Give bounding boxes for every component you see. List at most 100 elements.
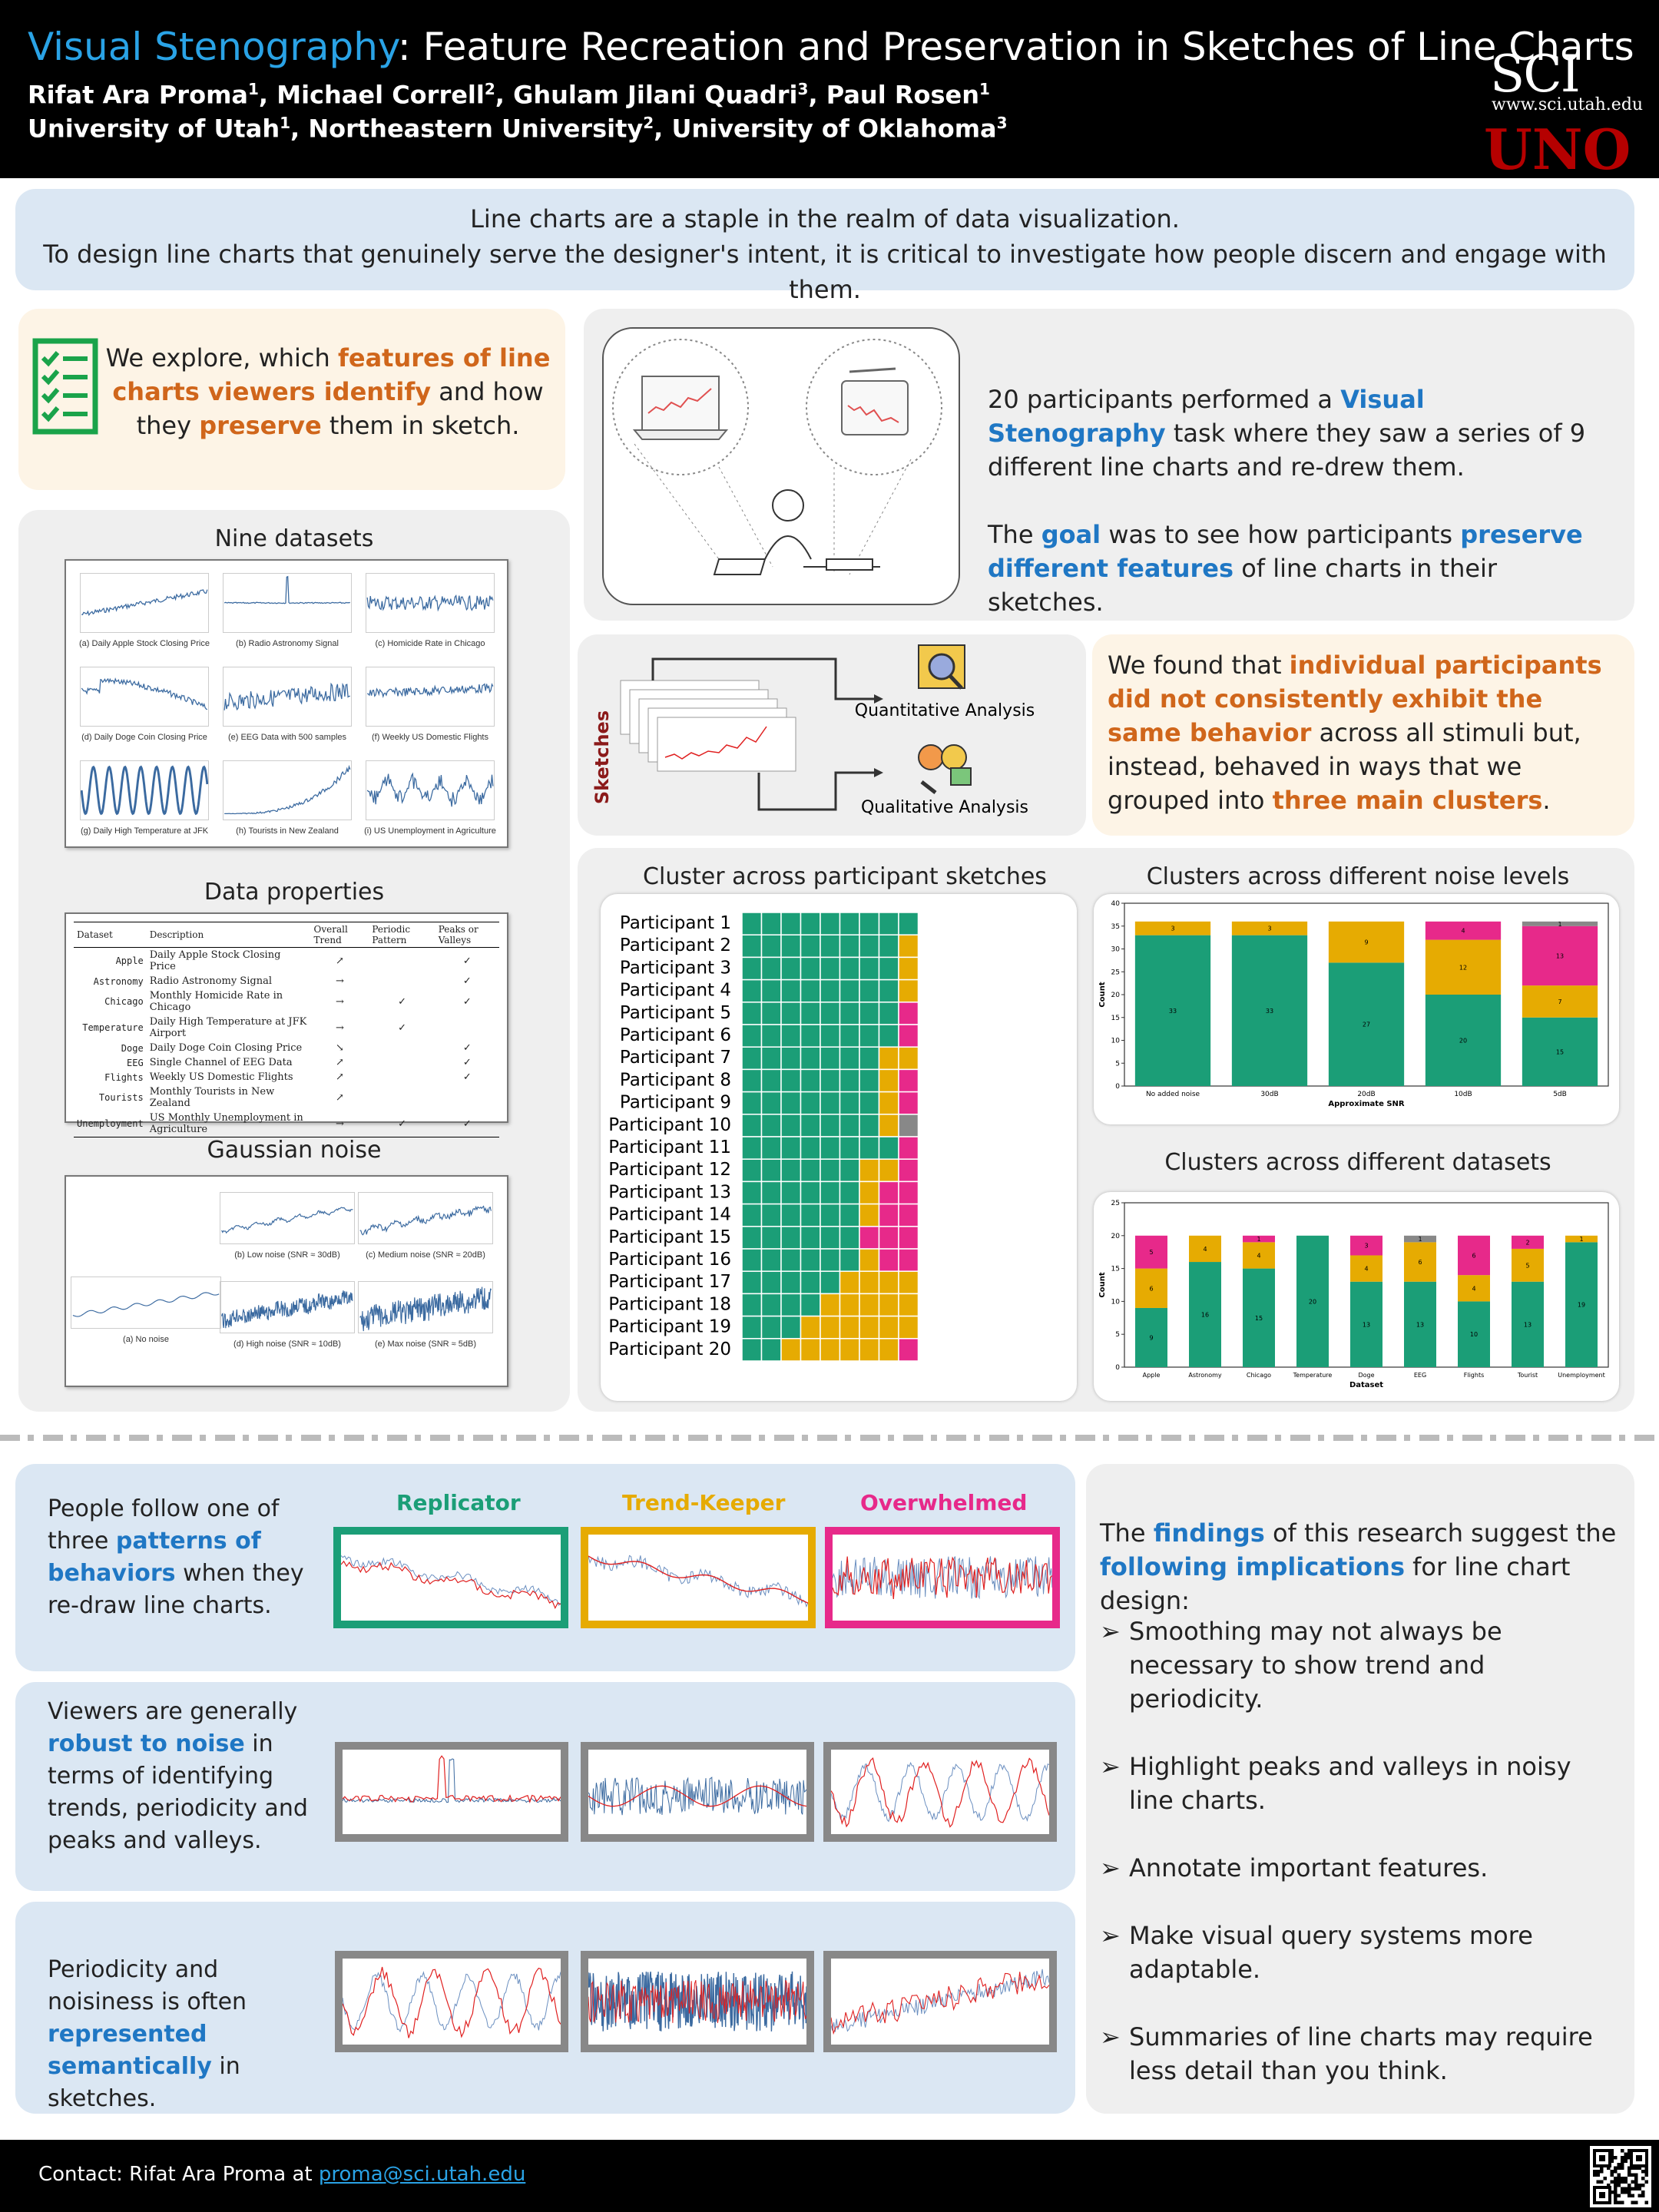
heatmap-cell: [878, 912, 899, 935]
x-tick-label: Chicago: [1247, 1372, 1271, 1379]
table-cell: Daily High Temperature at JFK Airport: [149, 1016, 307, 1039]
dataset-thumbnail: [366, 667, 495, 727]
bar-value-label: 33: [1169, 1008, 1177, 1015]
bar-segment: [1522, 1017, 1598, 1086]
bar-segment: [1458, 1301, 1490, 1367]
heatmap-cell: [780, 1248, 802, 1272]
noise-caption: (b) Low noise (SNR ≈ 30dB): [234, 1250, 340, 1260]
heatmap-cell: [820, 912, 841, 935]
qualitative-analysis-label: Qualitative Analysis: [861, 798, 1028, 817]
heatmap-row-label: Participant 15: [608, 1227, 731, 1247]
bar-value-label: 1: [1558, 921, 1561, 928]
heatmap-cell: [741, 1270, 763, 1295]
qualitative-analysis-icon: [918, 744, 972, 794]
bar-value-label: 7: [1558, 998, 1561, 1005]
heatmap-cell: [800, 1226, 821, 1250]
heatmap-cell: [800, 1315, 821, 1339]
bar-value-label: 19: [1578, 1302, 1585, 1309]
dataset-caption: (a) Daily Apple Stock Closing Price: [79, 639, 210, 648]
dataset-caption: (g) Daily High Temperature at JFK: [80, 826, 209, 836]
intro-line-1: Line charts are a staple in the realm of…: [470, 204, 1180, 233]
explore-text: We explore, which features of line chart…: [105, 343, 551, 440]
heatmap-cell: [760, 934, 782, 959]
heatmap-cell: [898, 1091, 919, 1115]
table-cell: ↗: [336, 955, 344, 967]
semantic-box: Periodicity and noisiness is often repre…: [15, 1902, 1075, 2114]
heatmap-cell: [859, 1315, 880, 1339]
heatmap-cell: [820, 1002, 841, 1025]
poster-header: Visual Stenography: Feature Recreation a…: [0, 0, 1659, 178]
noise-thumbnail: [220, 1192, 355, 1244]
heatmap-cell: [800, 956, 821, 981]
x-tick-label: Astronomy: [1188, 1372, 1222, 1379]
y-tick-label: 10: [1111, 1298, 1121, 1306]
heatmap-cell: [820, 1136, 841, 1160]
sketch-stack: [620, 680, 796, 772]
table-header: Overall Trend: [313, 924, 348, 945]
dataset-caption: (i) US Unemployment in Agriculture: [364, 826, 496, 836]
table-cell: Unemployment: [77, 1118, 144, 1129]
contact-email-link[interactable]: proma@sci.utah.edu: [318, 2163, 526, 2186]
qr-code[interactable]: [1590, 2146, 1651, 2207]
x-axis-label: Dataset: [1349, 1381, 1383, 1389]
table-cell: ✓: [398, 995, 406, 1008]
bar-segment: [1231, 921, 1308, 935]
heatmap-cell: [760, 1270, 782, 1295]
heatmap-cell: [741, 1181, 763, 1205]
heatmap-cell: [839, 1136, 860, 1160]
heatmap-cell: [820, 1315, 841, 1339]
heatmap-cell: [898, 979, 919, 1003]
heatmap-cell: [878, 1315, 899, 1339]
heatmap-cell: [741, 1226, 763, 1250]
bar-segment: [1350, 1235, 1382, 1256]
dataset-chart-title: Clusters across different datasets: [1164, 1149, 1551, 1176]
heatmap-cell: [839, 956, 860, 981]
affiliation-list: University of Utah1, Northeastern Univer…: [28, 114, 1008, 144]
dataset-caption: (h) Tourists in New Zealand: [236, 826, 339, 836]
bar-value-label: 9: [1364, 939, 1368, 946]
bar-segment: [1134, 921, 1211, 935]
replicator-example: [333, 1527, 568, 1628]
heatmap-cell: [741, 1293, 763, 1317]
bar-value-label: 13: [1556, 952, 1564, 959]
y-tick-label: 15: [1111, 1266, 1120, 1273]
bar-value-label: 1: [1579, 1236, 1583, 1243]
heatmap-cell: [820, 1203, 841, 1227]
heatmap-cell: [760, 1068, 782, 1093]
heatmap-cell: [780, 1158, 802, 1183]
trend-keeper-label: Trend-Keeper: [622, 1490, 786, 1515]
x-tick-label: Doge: [1358, 1372, 1374, 1379]
heatmap-cell: [800, 912, 821, 935]
bar-segment: [1522, 926, 1598, 986]
implication-item: Smoothing may not always be necessary to…: [1100, 1614, 1622, 1716]
heatmap-cell: [820, 1293, 841, 1317]
heatmap-cell: [800, 1024, 821, 1048]
heatmap-cell: [760, 912, 782, 935]
heatmap-row-label: Participant 10: [608, 1115, 731, 1135]
heatmap-cell: [741, 1315, 763, 1339]
heatmap-cell: [820, 1338, 841, 1362]
heatmap-cell: [741, 1338, 763, 1362]
bar-value-label: 33: [1266, 1008, 1273, 1015]
bar-segment: [1522, 985, 1598, 1018]
heatmap-cell: [741, 1203, 763, 1227]
bar-segment: [1135, 1307, 1167, 1367]
bar-segment: [1350, 1255, 1382, 1282]
heatmap-cell: [878, 1091, 899, 1115]
x-tick-label: 30dB: [1260, 1091, 1278, 1098]
author-list: Rifat Ara Proma1, Michael Correll2, Ghul…: [28, 80, 990, 110]
heatmap-cell: [760, 1226, 782, 1250]
robust-example-3-plot: [830, 1757, 1050, 1828]
y-tick-label: 5: [1115, 1331, 1120, 1339]
heatmap-cell: [800, 1248, 821, 1272]
heatmap-cell: [760, 956, 782, 981]
table-cell: [435, 1084, 499, 1111]
table-cell: →: [336, 1118, 344, 1130]
implication-item: Make visual query systems more adaptable…: [1100, 1919, 1622, 1986]
heatmap-cell: [820, 1046, 841, 1071]
bar-value-label: 2: [1525, 1239, 1529, 1246]
heatmap-cell: [878, 1248, 899, 1272]
heatmap-cell: [780, 1114, 802, 1137]
semantic-text: Periodicity and noisiness is often repre…: [48, 1956, 247, 2112]
heatmap-cell: [820, 1068, 841, 1093]
